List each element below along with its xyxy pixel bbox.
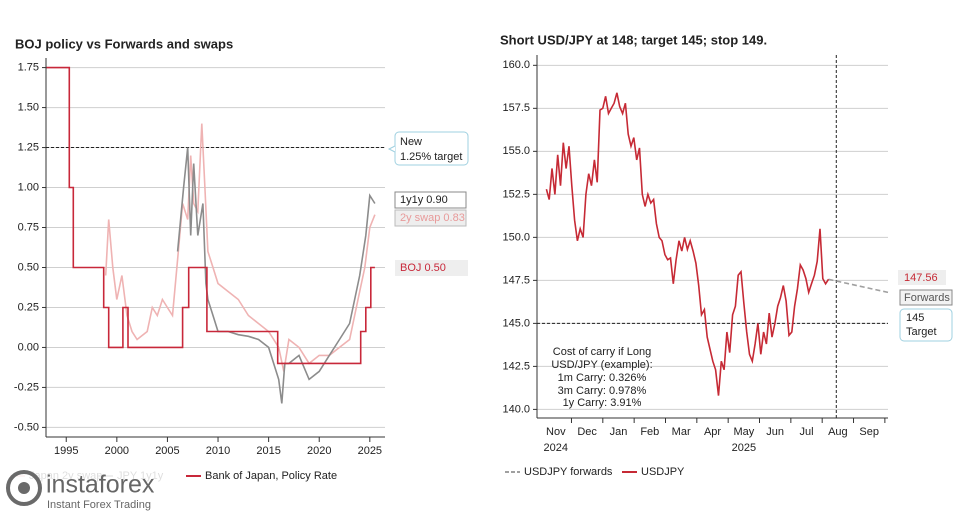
annotation-box <box>898 270 946 285</box>
x-tick-label: May <box>733 426 754 438</box>
x-tick-label: 2010 <box>206 445 230 457</box>
x-tick-label: Aug <box>828 426 848 438</box>
series-line <box>176 147 376 404</box>
x-tick-label: 2015 <box>256 445 280 457</box>
x-tick-label: Mar <box>672 426 691 438</box>
y-tick-label: 160.0 <box>502 59 530 71</box>
annotation-box <box>395 260 468 276</box>
x-tick-label: 2005 <box>155 445 179 457</box>
x-tick-label: 2025 <box>358 445 382 457</box>
y-tick-label: 1.75 <box>18 62 39 74</box>
pointer <box>387 145 396 153</box>
y-tick-label: 1.50 <box>18 101 39 113</box>
annotation-box <box>899 289 953 306</box>
annotation: Forwards <box>904 292 950 304</box>
annotation: New <box>400 136 422 148</box>
watermark: instaforex Instant Forex Trading <box>0 462 182 513</box>
annotation: 1y Carry: 3.91% <box>563 397 642 409</box>
x-tick-label: Nov <box>546 426 566 438</box>
x-tick-label: Jan <box>610 426 628 438</box>
y-tick-label: 150.0 <box>502 231 530 243</box>
annotation: 3m Carry: 0.978% <box>558 385 647 397</box>
y-tick-label: 157.5 <box>502 102 530 114</box>
x-tick-label: 1995 <box>54 445 78 457</box>
annotation-box <box>899 308 953 342</box>
x-year-label: 2024 <box>544 442 568 454</box>
y-tick-label: 1.00 <box>18 181 39 193</box>
x-tick-label: Dec <box>577 426 597 438</box>
logo <box>6 470 42 506</box>
annotation: 147.56 <box>904 272 938 284</box>
y-tick-label: 1.25 <box>18 141 39 153</box>
y-tick-label: -0.50 <box>14 421 39 433</box>
y-tick-label: 0.00 <box>18 341 39 353</box>
annotation: 1m Carry: 0.326% <box>558 372 647 384</box>
x-tick-label: Jun <box>766 426 784 438</box>
y-tick-label: 0.25 <box>18 301 39 313</box>
chart-title: Short USD/JPY at 148; target 145; stop 1… <box>500 32 767 47</box>
x-tick-label: 2020 <box>307 445 331 457</box>
legend-label: Bank of Japan, Policy Rate <box>205 470 337 482</box>
y-tick-label: 142.5 <box>502 360 530 372</box>
annotation-box <box>394 209 467 227</box>
x-tick-label: 2000 <box>105 445 129 457</box>
tagline: Instant Forex Trading <box>47 499 151 511</box>
y-tick-label: 147.5 <box>502 274 530 286</box>
series-line <box>46 66 375 365</box>
x-tick-label: Sep <box>859 426 879 438</box>
annotation: 1.25% target <box>400 151 462 163</box>
chart-title: BOJ policy vs Forwards and swaps <box>15 36 233 51</box>
y-tick-label: 140.0 <box>502 403 530 415</box>
x-tick-label: Feb <box>640 426 659 438</box>
logo <box>18 482 30 494</box>
y-tick-label: 145.0 <box>502 317 530 329</box>
y-tick-label: 155.0 <box>502 145 530 157</box>
annotation: 145 <box>906 312 924 324</box>
annotation: Target <box>906 326 937 338</box>
annotation: USD/JPY (example): <box>551 359 652 371</box>
legend-label: USDJPY forwards <box>524 466 613 478</box>
y-tick-label: 152.5 <box>502 188 530 200</box>
annotation: 2y swap 0.83 <box>400 212 465 224</box>
series-line <box>104 123 376 372</box>
y-tick-label: -0.25 <box>14 381 39 393</box>
y-tick-label: 0.75 <box>18 221 39 233</box>
y-tick-label: 0.50 <box>18 261 39 273</box>
x-tick-label: Jul <box>799 426 813 438</box>
annotations: New 1.25% target 1y1y 0.90 2y swap 0.83 … <box>387 131 953 409</box>
annotation: 1y1y 0.90 <box>400 194 448 206</box>
series-line <box>545 92 830 396</box>
series-line <box>828 278 889 294</box>
brand: instaforex <box>46 471 155 499</box>
plots: 1.75 1.50 1.25 1.00 0.75 0.50 0.25 0.00 -0.25 -0.… <box>10 55 889 482</box>
annotation: BOJ 0.50 <box>400 262 446 274</box>
annotation-box <box>394 191 467 209</box>
legend-label: USDJPY <box>641 466 685 478</box>
x-year-label: 2025 <box>732 442 756 454</box>
x-tick-label: Apr <box>704 426 721 438</box>
annotation: Cost of carry if Long <box>553 346 651 358</box>
